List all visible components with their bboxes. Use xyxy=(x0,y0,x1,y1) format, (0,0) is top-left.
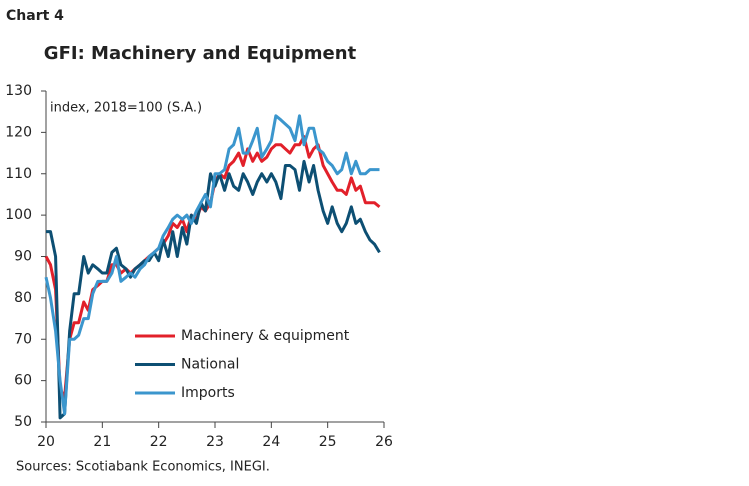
chart-label: Chart 4 xyxy=(6,8,64,24)
legend-label: Imports xyxy=(181,385,235,401)
y-tick-label: 90 xyxy=(14,249,32,265)
y-tick-label: 100 xyxy=(5,207,32,223)
x-tick-label: 20 xyxy=(37,434,55,450)
source: Sources: Scotiabank Economics, INEGI. xyxy=(16,460,270,475)
x-tick-label: 22 xyxy=(150,434,168,450)
x-tick-label: 23 xyxy=(206,434,224,450)
x-tick-label: 21 xyxy=(93,434,111,450)
x-tick-label: 24 xyxy=(262,434,280,450)
y-tick-label: 60 xyxy=(14,373,32,389)
series-line xyxy=(44,114,380,416)
y-tick-label: 80 xyxy=(14,290,32,306)
legend-label: Machinery & equipment xyxy=(181,328,350,344)
x-tick-label: 25 xyxy=(319,434,337,450)
chart-title: GFI: Machinery and Equipment xyxy=(44,43,357,64)
annotation: index, 2018=100 (S.A.) xyxy=(50,101,202,116)
y-tick-label: 130 xyxy=(5,83,32,99)
y-tick-label: 120 xyxy=(5,124,32,140)
y-tick-label: 70 xyxy=(14,331,32,347)
legend-label: National xyxy=(181,357,239,373)
y-tick-label: 50 xyxy=(14,414,32,430)
x-tick-label: 26 xyxy=(375,434,393,450)
y-tick-label: 110 xyxy=(5,166,32,182)
